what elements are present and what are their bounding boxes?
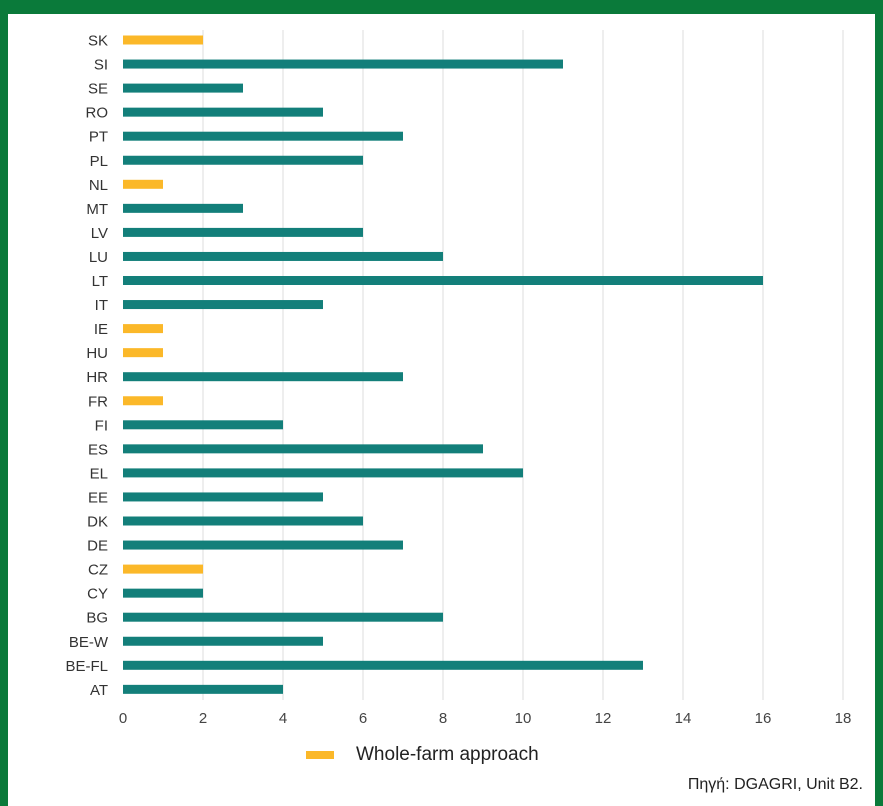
legend-label-whole-farm: Whole-farm approach (356, 744, 539, 765)
y-tick-label-lu: LU (89, 249, 108, 266)
bar-bg (123, 612, 443, 622)
bar-lt (123, 276, 763, 285)
bar-it (123, 300, 323, 310)
y-tick-label-cz: CZ (88, 562, 108, 579)
bar-be-fl (123, 660, 643, 670)
bar-hr (123, 372, 403, 382)
x-tick-label-8: 8 (439, 710, 447, 727)
source-note: Πηγή: DGAGRI, Unit B2. (687, 776, 863, 793)
bar-mt (123, 203, 243, 213)
x-tick-label-0: 0 (119, 710, 127, 727)
y-tick-label-hu: HU (86, 345, 108, 362)
legend: Whole-farm approach (306, 744, 539, 766)
y-tick-label-si: SI (94, 57, 108, 74)
bar-hu (123, 348, 163, 358)
bar-ee (123, 492, 323, 502)
x-tick-label-12: 12 (595, 710, 612, 727)
bar-pl (123, 155, 363, 165)
bar-ie (123, 324, 163, 334)
bar-se (123, 83, 243, 93)
y-tick-labels: SK SI SE RO PT PL NL MT LV LU LT IT IE HU HR FR FI ES EL EE… (65, 33, 108, 699)
bar-pt (123, 131, 403, 141)
x-tick-label-10: 10 (515, 710, 532, 727)
bars (123, 35, 763, 694)
y-tick-label-fr: FR (88, 393, 108, 410)
x-tick-label-6: 6 (359, 710, 367, 727)
bar-lv (123, 227, 363, 237)
bar-dk (123, 516, 363, 526)
y-tick-label-sk: SK (88, 33, 108, 50)
y-tick-label-be-w: BE-W (69, 634, 109, 651)
y-tick-label-be-fl: BE-FL (65, 658, 108, 675)
y-tick-label-pl: PL (90, 153, 108, 170)
y-tick-label-ee: EE (88, 489, 108, 506)
legend-swatch-whole-farm (306, 751, 334, 759)
y-tick-label-it: IT (95, 297, 108, 314)
x-tick-label-4: 4 (279, 710, 287, 727)
bar-ro (123, 107, 323, 117)
x-tick-label-2: 2 (199, 710, 207, 727)
bar-si (123, 59, 563, 69)
grid-lines (202, 30, 844, 700)
bar-cz (123, 564, 203, 574)
bar-cy (123, 588, 203, 598)
bar-es (123, 444, 483, 454)
bar-de (123, 540, 403, 550)
y-tick-label-ro: RO (86, 105, 109, 122)
x-tick-label-14: 14 (675, 710, 692, 727)
y-tick-label-el: EL (90, 465, 108, 482)
bar-el (123, 468, 523, 478)
y-tick-label-dk: DK (87, 514, 108, 531)
y-tick-label-bg: BG (86, 610, 108, 627)
x-tick-labels: 0 2 4 6 8 10 12 14 16 18 (119, 710, 852, 727)
y-tick-label-ie: IE (94, 321, 108, 338)
bar-fr (123, 396, 163, 406)
y-tick-label-hr: HR (86, 369, 108, 386)
y-tick-label-at: AT (90, 682, 108, 699)
bar-fi (123, 420, 283, 430)
bar-lu (123, 251, 443, 261)
x-tick-label-16: 16 (755, 710, 772, 727)
y-tick-label-de: DE (87, 538, 108, 555)
x-tick-label-18: 18 (835, 710, 852, 727)
y-tick-label-nl: NL (89, 177, 108, 194)
y-tick-label-lt: LT (92, 273, 108, 290)
y-tick-label-mt: MT (86, 201, 108, 218)
bar-be-w (123, 636, 323, 646)
y-tick-label-fi: FI (95, 417, 108, 434)
bar-nl (123, 179, 163, 189)
bar-sk (123, 35, 203, 45)
y-tick-label-pt: PT (89, 129, 108, 146)
y-tick-label-es: ES (88, 441, 108, 458)
y-tick-label-se: SE (88, 81, 108, 98)
y-tick-label-lv: LV (91, 225, 108, 242)
y-tick-label-cy: CY (87, 586, 108, 603)
bar-at (123, 684, 283, 694)
